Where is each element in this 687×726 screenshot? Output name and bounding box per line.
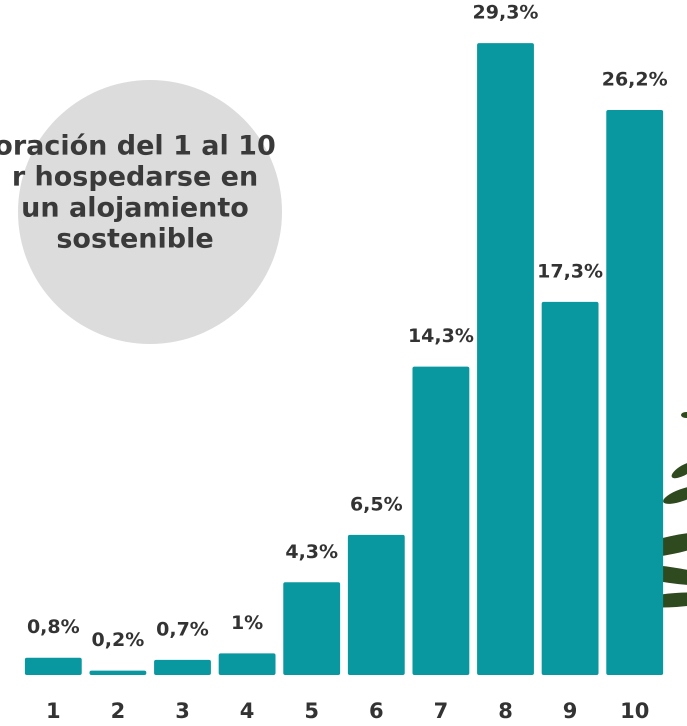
x-tick-label: 1 xyxy=(46,699,61,722)
value-label: 6,5% xyxy=(350,493,403,515)
value-label: 4,3% xyxy=(285,541,338,563)
title-line: r hospedarse en xyxy=(12,162,258,193)
value-label: 0,2% xyxy=(92,629,145,651)
x-tick-label: 4 xyxy=(240,699,255,722)
value-label: 0,7% xyxy=(156,618,209,640)
bar xyxy=(154,659,211,675)
x-tick-label: 3 xyxy=(175,699,190,722)
x-tick-label: 10 xyxy=(620,699,649,722)
x-tick-label: 8 xyxy=(498,699,513,722)
chart-title: oración del 1 al 10 r hospedarse en un a… xyxy=(0,131,276,255)
bar xyxy=(606,109,664,676)
value-label: 0,8% xyxy=(27,616,80,638)
x-tick-label: 7 xyxy=(434,699,449,722)
x-tick-label: 9 xyxy=(563,699,578,722)
bar xyxy=(412,366,470,675)
value-label: 17,3% xyxy=(537,260,603,282)
x-tick-label: 6 xyxy=(369,699,384,722)
title-line: un alojamiento xyxy=(21,193,249,224)
value-label: 29,3% xyxy=(473,2,539,24)
bar xyxy=(283,582,341,675)
bar xyxy=(347,534,405,675)
bar xyxy=(24,657,82,675)
x-tick-label: 2 xyxy=(111,699,126,722)
title-line: oración del 1 al 10 xyxy=(0,131,276,162)
x-tick-label: 5 xyxy=(304,699,319,722)
value-label: 1% xyxy=(231,612,263,634)
speech-bubble xyxy=(18,80,282,344)
bar xyxy=(541,301,599,675)
bar xyxy=(477,43,534,675)
title-line: sostenible xyxy=(56,224,213,255)
value-label: 26,2% xyxy=(602,68,668,90)
bar xyxy=(218,653,276,675)
bar xyxy=(89,670,147,675)
value-label: 14,3% xyxy=(408,325,474,347)
